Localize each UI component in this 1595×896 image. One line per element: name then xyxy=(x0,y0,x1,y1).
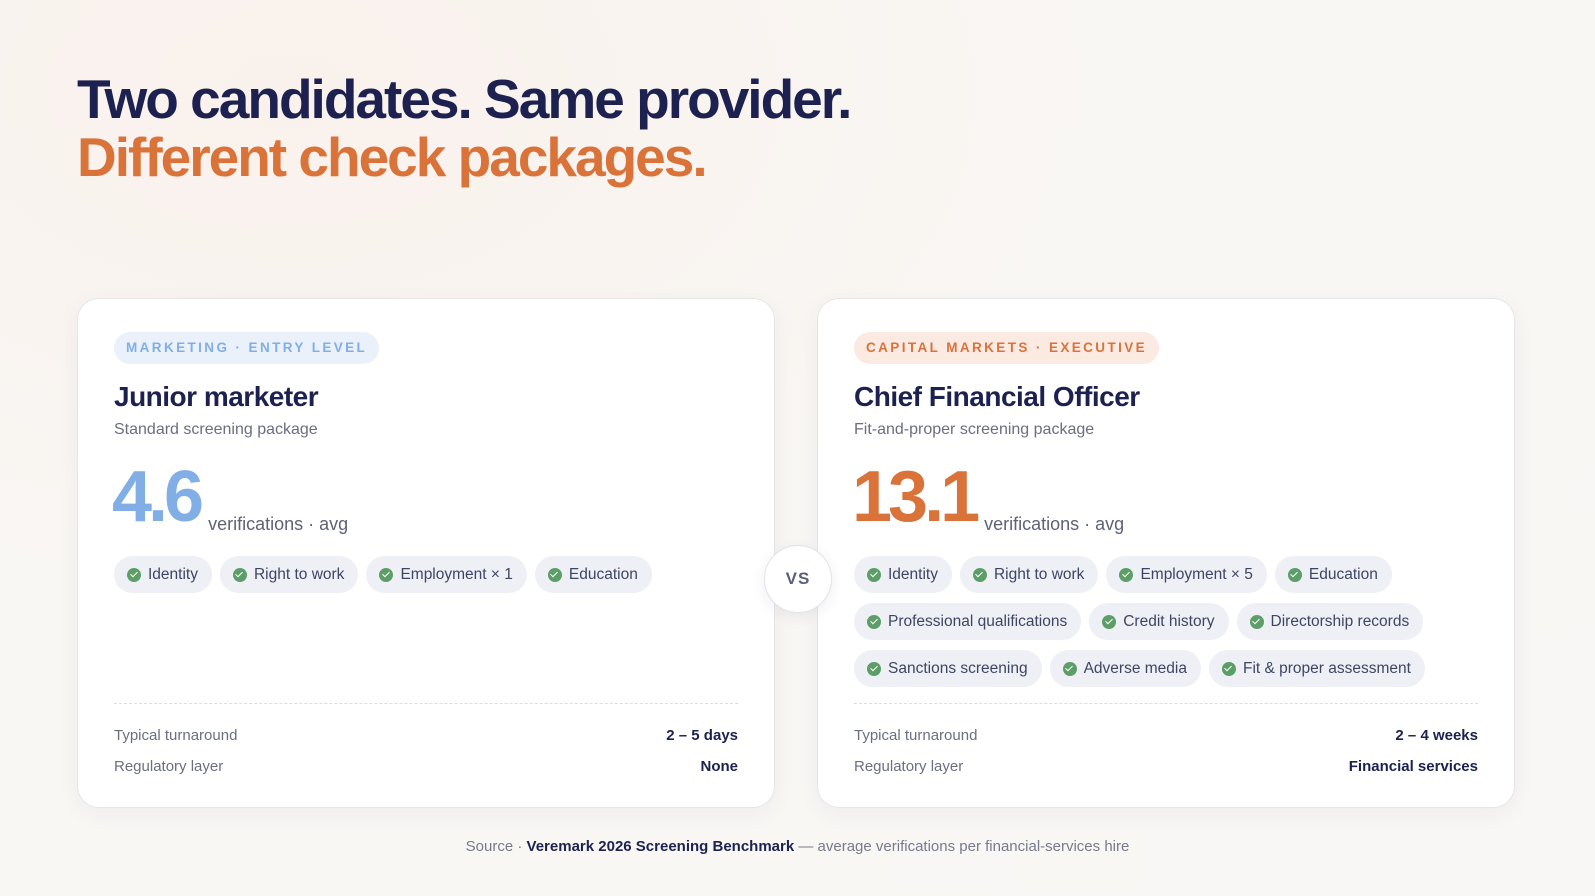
regulatory-row: Regulatory layer Financial services xyxy=(854,758,1478,775)
headline: Two candidates. Same provider. Different… xyxy=(77,68,852,188)
check-circle-icon xyxy=(547,567,562,582)
check-circle-icon xyxy=(1102,614,1117,629)
check-chip-label: Employment × 5 xyxy=(1140,565,1253,583)
source-name: Veremark 2026 Screening Benchmark xyxy=(526,838,795,855)
card-title: Junior marketer xyxy=(114,381,319,412)
check-circle-icon xyxy=(1249,614,1264,629)
check-chip: Fit & proper assessment xyxy=(1208,650,1425,687)
check-circle-icon xyxy=(1221,661,1236,676)
card-subtitle: Standard screening package xyxy=(114,421,318,438)
check-list: Identity Right to work Employment × 1 Educa… xyxy=(114,556,744,593)
check-chip: Right to work xyxy=(219,556,359,593)
check-chip-label: Sanctions screening xyxy=(888,659,1028,677)
turnaround-value: 2 – 4 weeks xyxy=(1395,727,1478,744)
stat-value: 4.6 xyxy=(112,457,204,537)
check-circle-icon xyxy=(1119,567,1134,582)
check-chip: Employment × 1 xyxy=(366,556,527,593)
check-circle-icon xyxy=(1287,567,1302,582)
check-chip-label: Education xyxy=(568,565,638,583)
divider xyxy=(854,703,1478,704)
check-chip-label: Adverse media xyxy=(1083,659,1187,677)
check-chip-label: Fit & proper assessment xyxy=(1242,659,1411,677)
check-chip: Adverse media xyxy=(1049,650,1201,687)
check-chip: Credit history xyxy=(1089,603,1229,640)
regulatory-value: Financial services xyxy=(1348,758,1478,775)
source-note: Source · Veremark 2026 Screening Benchma… xyxy=(0,838,1595,855)
source-suffix: — average verifications per financial-se… xyxy=(798,838,1130,855)
check-circle-icon xyxy=(232,567,247,582)
check-circle-icon xyxy=(1062,661,1077,676)
check-circle-icon xyxy=(379,567,394,582)
stat: 4.6 verifications · avg xyxy=(112,457,348,537)
card-junior-marketer: MARKETING · ENTRY LEVEL Junior marketer … xyxy=(77,298,775,808)
check-circle-icon xyxy=(867,661,881,676)
source-prefix: Source · xyxy=(465,838,523,855)
check-chip-label: Right to work xyxy=(993,565,1085,583)
stat-unit: verifications · avg xyxy=(984,514,1125,534)
turnaround-row: Typical turnaround 2 – 4 weeks xyxy=(854,727,1478,744)
check-chip-label: Identity xyxy=(888,565,938,583)
card-tag: CAPITAL MARKETS · EXECUTIVE xyxy=(854,332,1160,364)
check-circle-icon xyxy=(127,567,141,582)
card-subtitle: Fit-and-proper screening package xyxy=(854,421,1095,438)
check-chip: Education xyxy=(534,556,652,593)
regulatory-label: Regulatory layer xyxy=(854,758,964,775)
check-chip-label: Education xyxy=(1308,565,1378,583)
turnaround-value: 2 – 5 days xyxy=(666,727,738,744)
check-chip-label: Right to work xyxy=(253,565,345,583)
check-chip-label: Employment × 1 xyxy=(400,565,513,583)
stat-unit: verifications · avg xyxy=(208,514,349,534)
check-chip: Employment × 5 xyxy=(1106,556,1267,593)
check-chip: Right to work xyxy=(959,556,1099,593)
check-chip: Professional qualifications xyxy=(854,603,1082,640)
stat: 13.1 verifications · avg xyxy=(852,457,1124,537)
turnaround-row: Typical turnaround 2 – 5 days xyxy=(114,727,738,744)
regulatory-value: None xyxy=(700,758,739,775)
turnaround-label: Typical turnaround xyxy=(114,727,238,744)
check-chip: Directorship records xyxy=(1236,603,1424,640)
regulatory-label: Regulatory layer xyxy=(114,758,224,775)
check-chip: Identity xyxy=(854,556,952,593)
divider xyxy=(114,703,738,704)
check-circle-icon xyxy=(972,567,987,582)
card-tag: MARKETING · ENTRY LEVEL xyxy=(114,332,380,364)
check-circle-icon xyxy=(867,614,881,629)
check-circle-icon xyxy=(867,567,881,582)
stat-value: 13.1 xyxy=(852,457,980,537)
turnaround-label: Typical turnaround xyxy=(854,727,978,744)
headline-line-1: Two candidates. Same provider. xyxy=(77,68,852,130)
regulatory-row: Regulatory layer None xyxy=(114,758,738,775)
check-chip-label: Professional qualifications xyxy=(888,612,1068,630)
vs-badge: VS xyxy=(764,545,832,613)
check-chip-label: Identity xyxy=(148,565,198,583)
check-chip-label: Credit history xyxy=(1123,612,1215,630)
card-chief-financial-officer: CAPITAL MARKETS · EXECUTIVE Chief Financ… xyxy=(817,298,1515,808)
card-title: Chief Financial Officer xyxy=(854,381,1140,412)
check-chip: Education xyxy=(1274,556,1392,593)
check-chip: Sanctions screening xyxy=(854,650,1042,687)
check-chip-label: Directorship records xyxy=(1270,612,1410,630)
check-list: Identity Right to work Employment × 5 Educa… xyxy=(854,556,1484,687)
headline-line-2: Different check packages. xyxy=(77,126,708,188)
check-chip: Identity xyxy=(114,556,212,593)
